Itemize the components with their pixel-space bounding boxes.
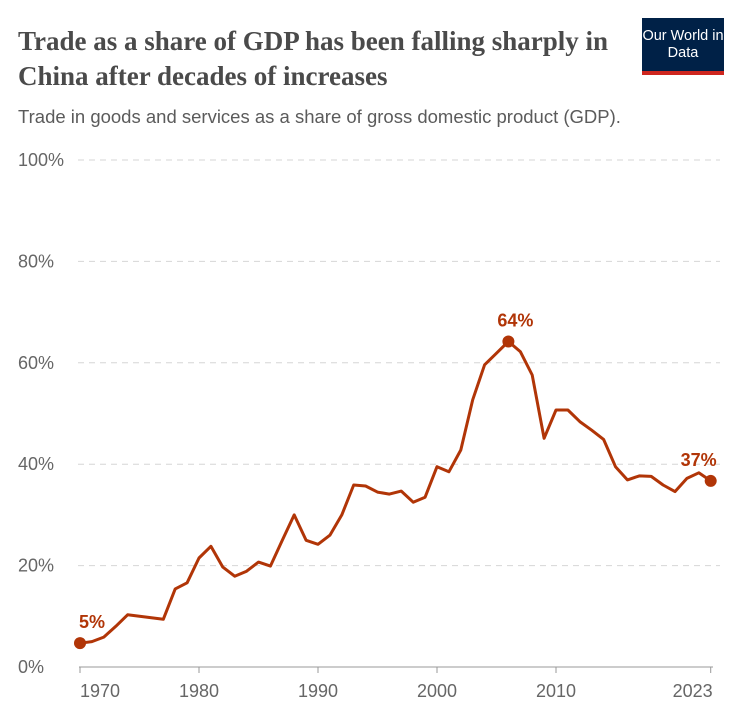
- chart-title: Trade as a share of GDP has been falling…: [18, 26, 609, 91]
- y-tick-label: 80%: [18, 251, 54, 271]
- y-tick-label: 0%: [18, 657, 44, 677]
- data-label: 64%: [497, 311, 533, 331]
- y-tick-label: 20%: [18, 556, 54, 576]
- x-tick-label: 2023: [673, 681, 713, 701]
- x-tick-label: 1990: [298, 681, 338, 701]
- x-tick-label: 2000: [417, 681, 457, 701]
- x-tick-label: 1980: [179, 681, 219, 701]
- data-point-marker: [704, 474, 717, 487]
- series-line: [79, 340, 712, 645]
- data-label: 5%: [79, 612, 105, 632]
- data-label: 37%: [681, 450, 717, 470]
- x-tick-label: 2010: [536, 681, 576, 701]
- data-point-marker: [74, 637, 86, 650]
- data-point-marker: [502, 335, 515, 348]
- x-tick-label: 1970: [80, 681, 120, 701]
- chart-subtitle: Trade in goods and services as a share o…: [18, 106, 621, 127]
- owid-logo[interactable]: Our World in Data: [642, 18, 724, 75]
- y-tick-label: 60%: [18, 353, 54, 373]
- y-tick-label: 100%: [18, 150, 64, 170]
- y-tick-label: 40%: [18, 454, 54, 474]
